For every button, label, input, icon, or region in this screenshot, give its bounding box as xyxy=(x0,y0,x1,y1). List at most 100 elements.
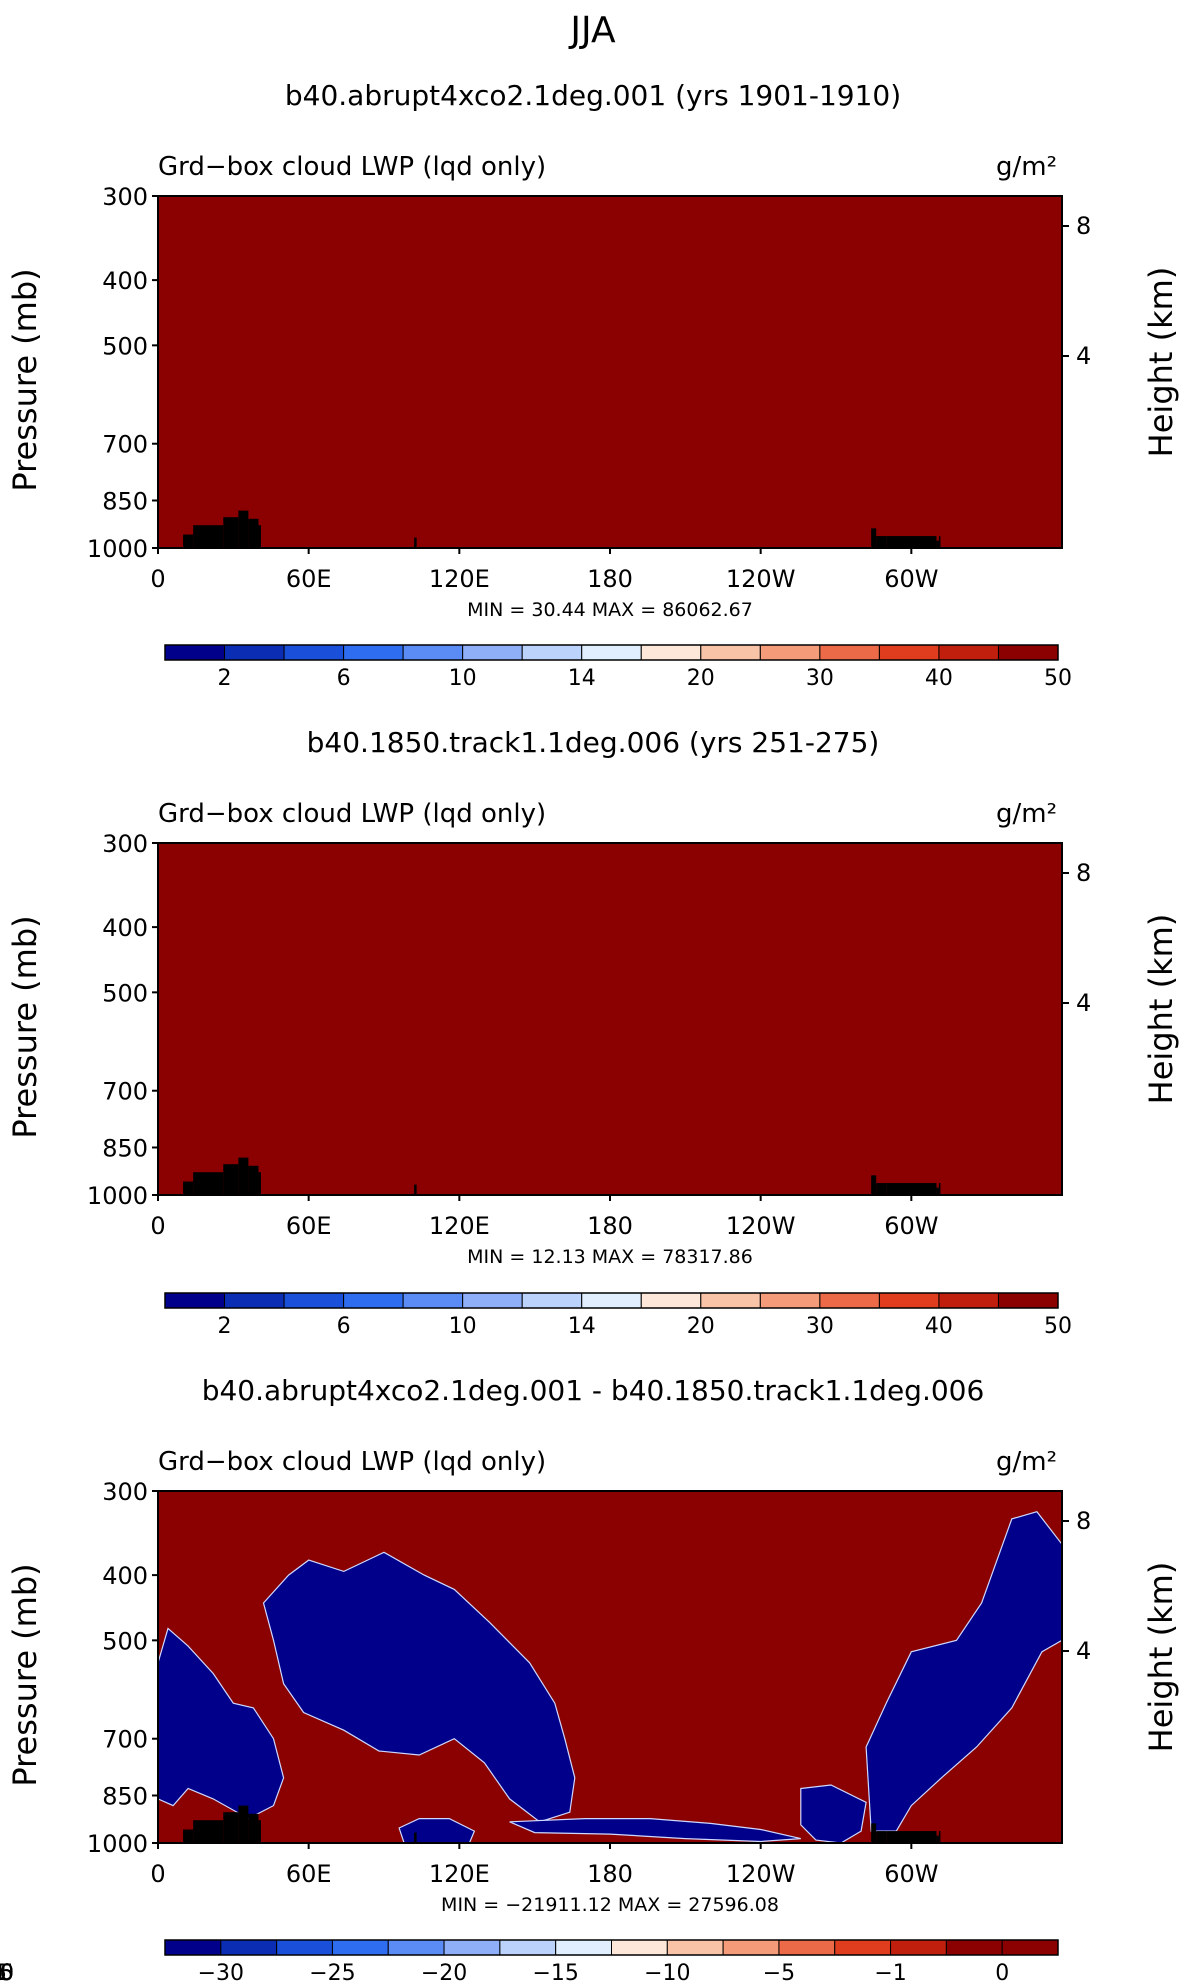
terrain-block xyxy=(238,1157,249,1195)
x-tick-label: 180 xyxy=(587,1860,633,1888)
colorbar-label: 2 xyxy=(218,1314,232,1339)
terrain-block xyxy=(238,1805,249,1843)
chart-title: b40.1850.track1.1deg.006 (yrs 251-275) xyxy=(307,726,880,759)
field-label: Grd−box cloud LWP (lqd only) xyxy=(158,1447,546,1477)
terrain-block xyxy=(936,540,939,548)
y-tick-label: 500 xyxy=(102,1627,148,1655)
y-tick-label: 850 xyxy=(102,1782,148,1810)
terrain-block xyxy=(886,1831,937,1843)
terrain-block xyxy=(938,1831,941,1843)
colorbar-label: −20 xyxy=(421,1961,467,1986)
x-tick-label: 120W xyxy=(726,565,796,593)
terrain-block xyxy=(258,525,261,548)
terrain-block xyxy=(876,1831,887,1843)
colorbar-label: 30 xyxy=(806,1314,834,1339)
x-tick-label: 60E xyxy=(286,1212,332,1240)
colorbar-swatch xyxy=(499,1939,557,1956)
x-tick-label: 0 xyxy=(150,1212,165,1240)
colorbar-swatch xyxy=(462,644,523,661)
colorbar-label: 6 xyxy=(337,666,351,691)
colorbar-label: 20 xyxy=(687,666,715,691)
y-axis-title: Pressure (mb) xyxy=(6,268,44,491)
y-tick-label: 300 xyxy=(102,830,148,858)
terrain-block xyxy=(193,1172,224,1195)
chart-title: b40.abrupt4xco2.1deg.001 (yrs 1901-1910) xyxy=(285,79,901,112)
y-tick-label: 700 xyxy=(102,1078,148,1106)
y2-tick-label: 4 xyxy=(1076,989,1091,1017)
terrain-block xyxy=(193,1820,224,1843)
colorbar-label: 30 xyxy=(806,666,834,691)
colorbar-swatch xyxy=(387,1939,445,1956)
colorbar-swatch xyxy=(343,644,404,661)
terrain-block xyxy=(871,1175,877,1195)
x-tick-label: 60E xyxy=(286,1860,332,1888)
y-tick-label: 1000 xyxy=(87,1182,148,1210)
colorbar-label: 2 xyxy=(218,666,232,691)
y2-tick-label: 4 xyxy=(1076,1637,1091,1665)
chart-panel-1: b40.abrupt4xco2.1deg.001 (yrs 1901-1910)… xyxy=(6,79,1180,691)
colorbar-swatch xyxy=(276,1939,333,1956)
y-tick-label: 300 xyxy=(102,1478,148,1506)
colorbar-label: −25 xyxy=(309,1961,355,1986)
x-tick-label: 60W xyxy=(884,565,938,593)
colorbar-label: −5 xyxy=(763,1961,795,1986)
terrain-block xyxy=(876,1183,887,1195)
colorbar-swatch xyxy=(462,1292,523,1309)
colorbar-label: 10 xyxy=(449,1314,477,1339)
colorbar-swatch xyxy=(224,1292,285,1309)
negative-region-2 xyxy=(262,1551,576,1823)
colorbar-swatch xyxy=(220,1939,278,1956)
x-tick-label: 180 xyxy=(587,1212,633,1240)
colorbar-label: 14 xyxy=(568,666,596,691)
negative-region-5 xyxy=(800,1784,867,1844)
page-title: JJA xyxy=(568,10,616,51)
colorbar-swatch xyxy=(938,644,999,661)
colorbar-swatch xyxy=(331,1939,389,1956)
terrain-block xyxy=(258,1172,261,1195)
colorbar-label: 50 xyxy=(1044,666,1072,691)
colorbar-swatch xyxy=(819,1292,880,1309)
min-max-stats: MIN = −21911.12 MAX = 27596.08 xyxy=(441,1894,779,1916)
colorbar-label: 25 xyxy=(0,1961,14,1986)
colorbar-swatch xyxy=(666,1939,724,1956)
colorbar-swatch xyxy=(997,644,1059,661)
terrain-block xyxy=(238,510,249,548)
colorbar-label: 5 xyxy=(0,1961,7,1986)
terrain-block xyxy=(183,534,194,548)
colorbar-swatch xyxy=(945,1939,1003,1956)
x-tick-label: 120E xyxy=(429,565,490,593)
colorbar-label: 20 xyxy=(687,1314,715,1339)
colorbar-swatch xyxy=(640,644,702,661)
colorbar-swatch xyxy=(997,1292,1059,1309)
negative-region-4 xyxy=(509,1817,801,1843)
colorbar-swatch xyxy=(443,1939,501,1956)
y-tick-label: 400 xyxy=(102,1562,148,1590)
colorbar-label: 10 xyxy=(0,1961,14,1986)
x-tick-label: 120E xyxy=(429,1212,490,1240)
terrain-block xyxy=(871,528,877,548)
field-label: Grd−box cloud LWP (lqd only) xyxy=(158,799,546,829)
colorbar-swatch xyxy=(640,1292,702,1309)
y-tick-label: 500 xyxy=(102,332,148,360)
colorbar-swatch xyxy=(581,644,642,661)
negative-region-1 xyxy=(157,1627,285,1820)
terrain-block xyxy=(414,537,417,548)
x-tick-label: 120E xyxy=(429,1860,490,1888)
y2-tick-label: 8 xyxy=(1076,859,1091,887)
terrain-block xyxy=(183,1181,194,1195)
colorbar-label: 0 xyxy=(995,1961,1009,1986)
colorbar-label: −1 xyxy=(874,1961,906,1986)
y2-axis-title: Height (km) xyxy=(1142,914,1180,1105)
x-tick-label: 0 xyxy=(150,565,165,593)
colorbar-swatch xyxy=(521,644,583,661)
terrain-block xyxy=(258,1820,261,1843)
terrain-block xyxy=(248,1813,259,1843)
colorbar-label: 50 xyxy=(1044,1314,1072,1339)
x-tick-label: 120W xyxy=(726,1212,796,1240)
colorbar-swatch xyxy=(164,1939,222,1956)
colorbar-label: −15 xyxy=(532,1961,578,1986)
colorbar-swatch xyxy=(819,644,880,661)
y-tick-label: 300 xyxy=(102,183,148,211)
colorbar-swatch xyxy=(521,1292,583,1309)
x-tick-label: 60W xyxy=(884,1212,938,1240)
